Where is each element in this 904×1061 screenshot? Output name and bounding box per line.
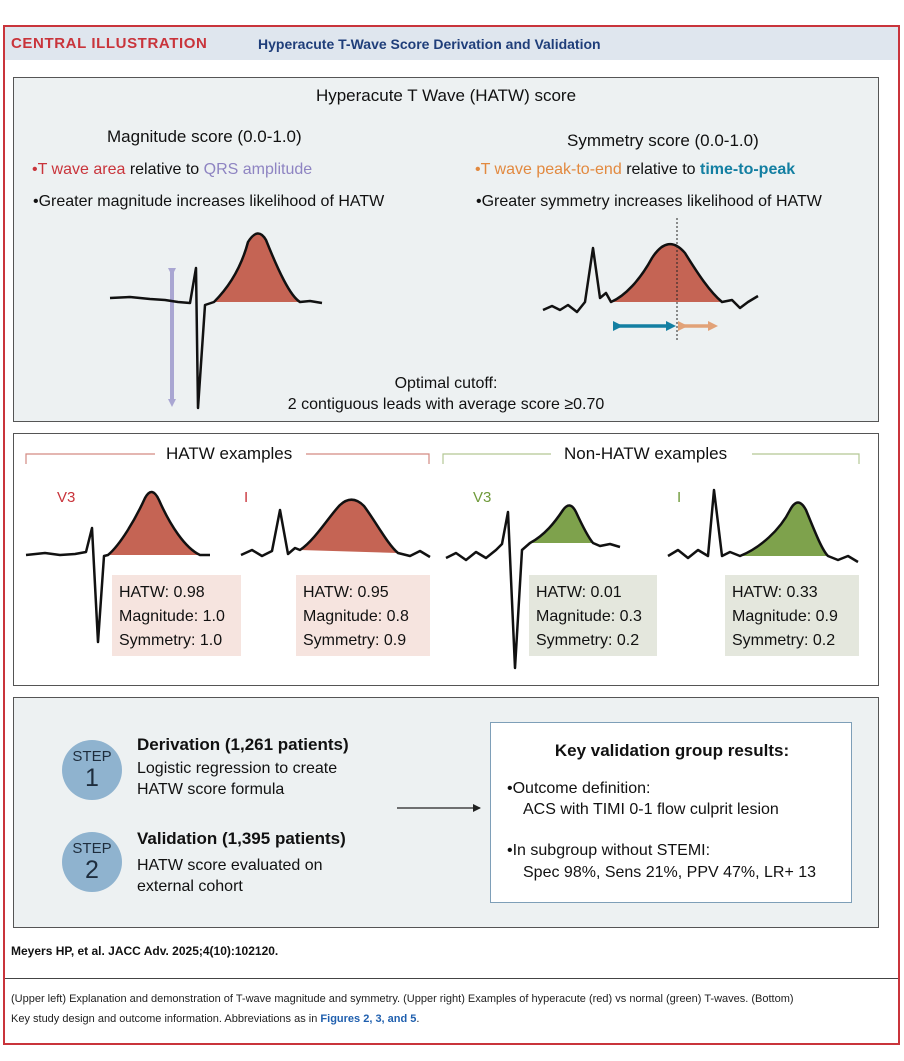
example-2-scores: HATW: 0.95 Magnitude: 0.8 Symmetry: 0.9: [296, 575, 430, 656]
example-4-scores: HATW: 0.33 Magnitude: 0.9 Symmetry: 0.2: [725, 575, 859, 656]
score-panel: [13, 77, 879, 422]
hatw-bracket-left: [25, 453, 155, 464]
magnitude-bullet-1: •T wave area relative to QRS amplitude: [32, 161, 313, 178]
step-1-word: STEP: [72, 748, 112, 765]
example-4-hatw: HATW: 0.33: [732, 584, 818, 601]
step-2-title: Validation (1,395 patients): [137, 829, 346, 848]
example-3-magnitude: Magnitude: 0.3: [536, 608, 642, 625]
footer-divider: [5, 978, 898, 979]
example-2-ecg-trace: [240, 498, 431, 559]
hatw-examples-title: HATW examples: [160, 444, 299, 464]
magnitude-ecg-trace: [109, 232, 323, 410]
illustration-title: Hyperacute T-Wave Score Derivation and V…: [258, 36, 601, 52]
t-wave-area-text: T wave area: [37, 161, 126, 178]
example-3-hatw: HATW: 0.01: [536, 584, 622, 601]
non-hatw-bracket-right: [752, 453, 860, 464]
score-panel-title: Hyperacute T Wave (HATW) score: [315, 86, 577, 105]
example-4-ecg-trace: [667, 488, 859, 564]
example-1-scores: HATW: 0.98 Magnitude: 1.0 Symmetry: 1.0: [112, 575, 241, 656]
non-hatw-examples-title: Non-HATW examples: [558, 444, 734, 464]
step-2-word: STEP: [72, 840, 112, 857]
cutoff-line-1: Optimal cutoff:: [394, 375, 498, 392]
magnitude-title: Magnitude score (0.0-1.0): [107, 127, 302, 146]
example-2-t-wave-fill: [300, 499, 398, 553]
symmetry-t-wave-area: [611, 244, 722, 302]
symmetry-bullet-2-text: Greater symmetry increases likelihood of…: [481, 193, 822, 210]
symmetry-bullet-2: •Greater symmetry increases likelihood o…: [476, 193, 822, 210]
example-2-symmetry: Symmetry: 0.9: [303, 632, 407, 649]
example-3-ecg-trace: [445, 504, 621, 670]
key-results-bullet-1: •Outcome definition: ACS with TIMI 0-1 f…: [507, 780, 779, 818]
example-2-hatw: HATW: 0.95: [303, 584, 389, 601]
non-hatw-bracket-left: [442, 453, 551, 464]
hatw-bracket-right: [306, 453, 430, 464]
magnitude-t-wave-area: [214, 233, 300, 302]
example-1-ecg-trace: [25, 490, 210, 644]
example-3-scores: HATW: 0.01 Magnitude: 0.3 Symmetry: 0.2: [529, 575, 657, 656]
cutoff-line-2: 2 contiguous leads with average score ≥0…: [287, 396, 605, 413]
example-1-hatw: HATW: 0.98: [119, 584, 205, 601]
step-2-line-2: external cohort: [137, 878, 243, 895]
example-4-symmetry: Symmetry: 0.2: [732, 632, 836, 649]
step-1-title: Derivation (1,261 patients): [137, 735, 349, 754]
peak-to-end-text: T wave peak-to-end: [480, 161, 622, 178]
key-results-bullet-2-line-1: In subgroup without STEMI:: [512, 842, 711, 859]
key-results-bullet-2: •In subgroup without STEMI: Spec 98%, Se…: [507, 842, 817, 881]
example-3-lead: V3: [473, 489, 492, 506]
example-3-symmetry: Symmetry: 0.2: [536, 632, 640, 649]
caption-line-1: (Upper left) Explanation and demonstrati…: [11, 993, 794, 1005]
magnitude-bullet-2: •Greater magnitude increases likelihood …: [33, 193, 385, 210]
figures-link[interactable]: Figures 2, 3, and 5: [320, 1013, 417, 1025]
illustration-frame: [3, 25, 900, 1045]
step-1-line-1: Logistic regression to create: [137, 760, 338, 777]
step-2-badge: STEP 2: [62, 832, 122, 892]
relative-to-text: relative to: [626, 161, 696, 178]
magnitude-bullet-2-text: Greater magnitude increases likelihood o…: [38, 193, 385, 210]
example-4-lead: I: [677, 489, 682, 506]
step-2-line-1: HATW score evaluated on: [137, 857, 323, 874]
caption-line-2: Key study design and outcome information…: [11, 1013, 419, 1025]
key-results-bullet-1-line-1: Outcome definition:: [512, 780, 651, 797]
key-results-box: Key validation group results: •Outcome d…: [490, 722, 852, 903]
caption-line-2-text: Key study design and outcome information…: [11, 1013, 318, 1025]
example-1-symmetry: Symmetry: 1.0: [119, 632, 223, 649]
qrs-amplitude-text: QRS amplitude: [203, 161, 313, 178]
header-bar: CENTRAL ILLUSTRATION Hyperacute T-Wave S…: [5, 27, 898, 60]
key-results-bullet-1-line-2: ACS with TIMI 0-1 flow culprit lesion: [523, 801, 779, 818]
step-1-number: 1: [85, 764, 99, 792]
relative-to-text: relative to: [129, 161, 200, 178]
example-2-magnitude: Magnitude: 0.8: [303, 608, 409, 625]
citation: Meyers HP, et al. JACC Adv. 2025;4(10):1…: [11, 944, 279, 958]
example-4-t-wave-fill: [740, 502, 828, 556]
example-2-lead: I: [244, 489, 249, 506]
symmetry-bullet-1: •T wave peak-to-end relative to time-to-…: [475, 161, 796, 178]
caption-period: .: [416, 1013, 420, 1025]
central-illustration-tag: CENTRAL ILLUSTRATION: [11, 35, 208, 52]
step-1-line-2: HATW score formula: [137, 781, 285, 798]
example-4-magnitude: Magnitude: 0.9: [732, 608, 838, 625]
key-results-bullet-2-line-2: Spec 98%, Sens 21%, PPV 47%, LR+ 13: [523, 864, 817, 881]
symmetry-title: Symmetry score (0.0-1.0): [567, 131, 759, 150]
symmetry-ecg-trace: [542, 243, 759, 314]
step-1-badge: STEP 1: [62, 740, 122, 800]
step-2-number: 2: [85, 856, 99, 884]
example-1-t-wave-fill: [108, 491, 200, 555]
example-1-magnitude: Magnitude: 1.0: [119, 608, 225, 625]
time-to-peak-text: time-to-peak: [700, 161, 796, 178]
example-1-lead: V3: [57, 489, 76, 506]
key-results-title: Key validation group results:: [554, 741, 790, 760]
